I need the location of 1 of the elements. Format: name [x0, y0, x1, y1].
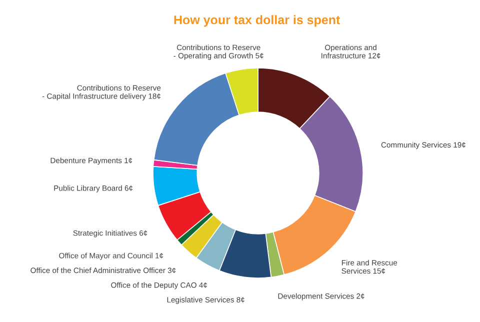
chart-title: How your tax dollar is spent: [174, 15, 340, 27]
